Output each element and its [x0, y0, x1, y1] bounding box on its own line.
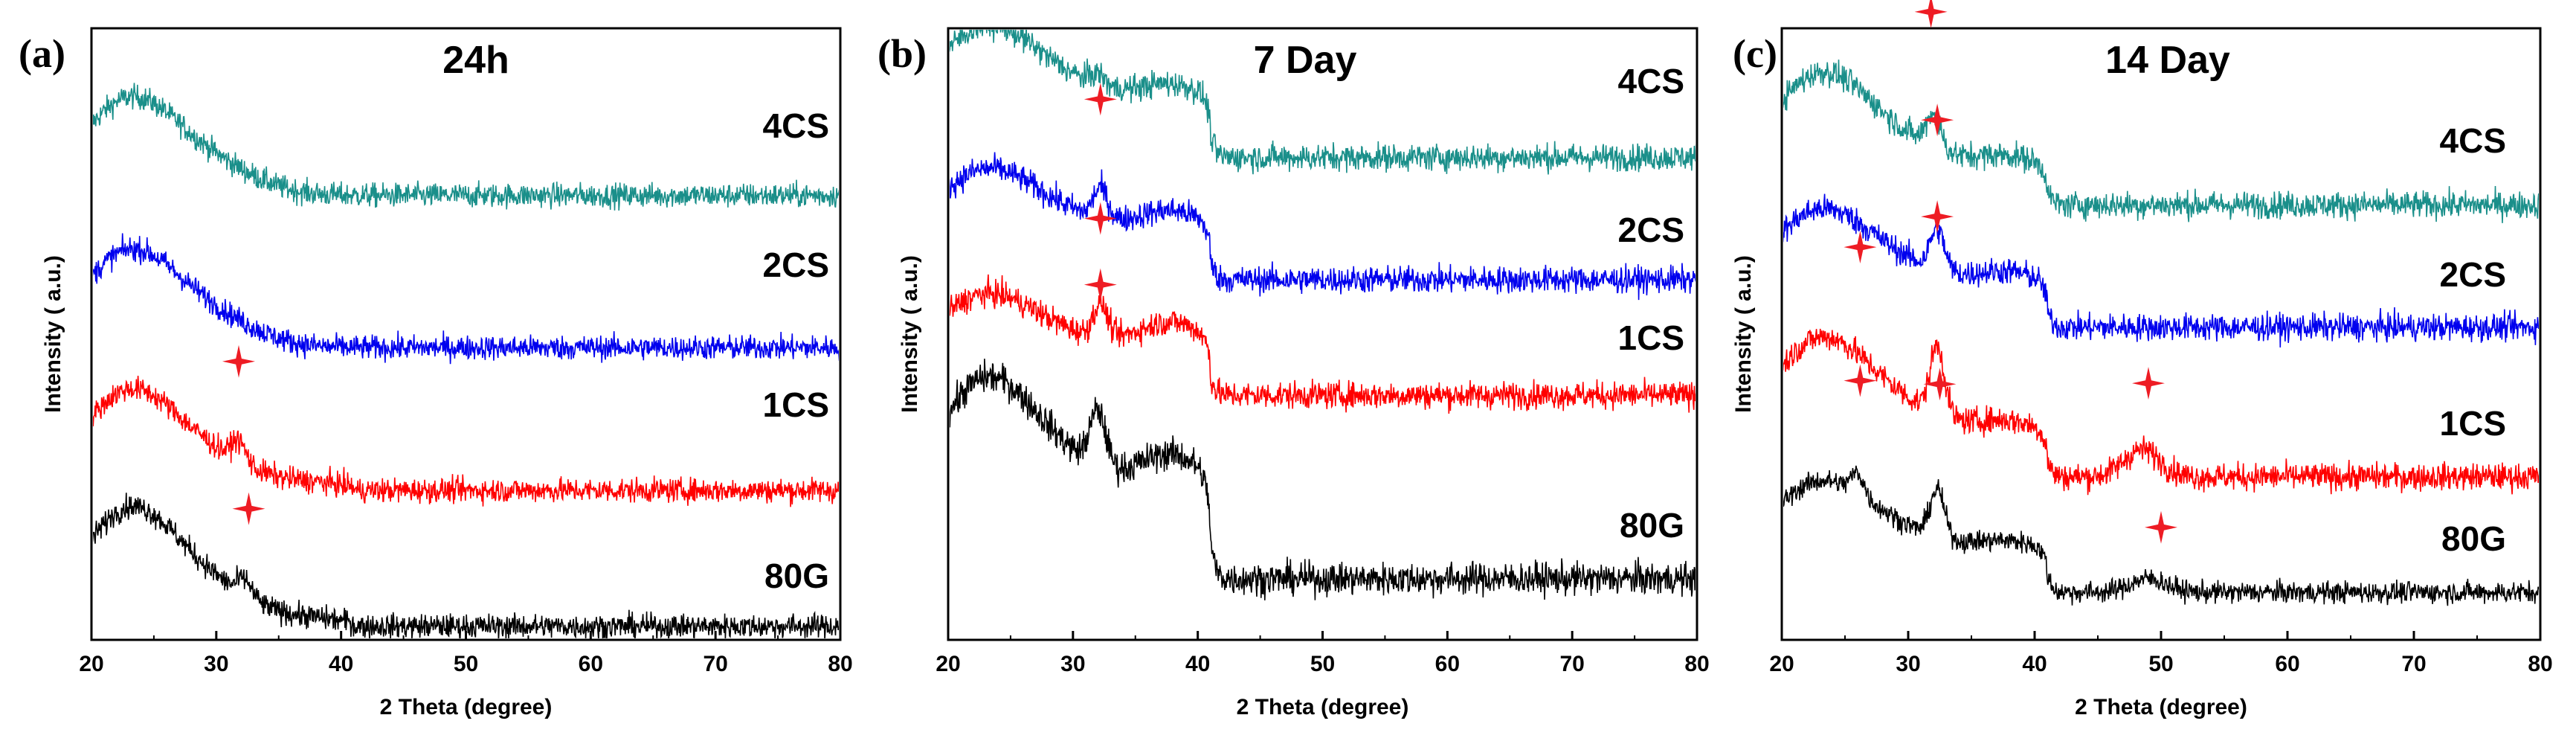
- panel-title: 7 Day: [1254, 39, 1357, 82]
- x-tick-label: 50: [2148, 652, 2173, 676]
- y-axis-title: Intensity ( a.u.): [898, 255, 922, 413]
- x-tick-label: 50: [1310, 652, 1335, 676]
- peak-marker-star: [1921, 103, 1954, 137]
- x-tick-label: 80: [2528, 652, 2552, 676]
- peak-marker-star: [1914, 0, 1948, 28]
- peak-marker-star: [232, 492, 265, 525]
- series-label: 4CS: [763, 106, 829, 145]
- series-line-4CS: [93, 83, 839, 211]
- peak-marker-star: [1844, 231, 1877, 264]
- series-label: 1CS: [1618, 318, 1684, 357]
- x-tick-label: 70: [703, 652, 727, 676]
- x-tick-label: 60: [1435, 652, 1460, 676]
- peak-marker-star: [1921, 200, 1954, 234]
- series-line-80G: [93, 493, 839, 638]
- peak-marker-star: [222, 344, 255, 378]
- x-tick-label: 60: [579, 652, 603, 676]
- x-tick-label: 70: [2401, 652, 2426, 676]
- x-tick-label: 20: [1769, 652, 1794, 676]
- series-line-4CS: [1783, 60, 2539, 223]
- peak-marker-star: [2132, 367, 2165, 400]
- series-label: 80G: [1620, 506, 1684, 545]
- x-tick-label: 40: [2022, 652, 2047, 676]
- x-tick-label: 30: [1060, 652, 1085, 676]
- y-axis-title: Intensity ( a.u.): [1731, 255, 1756, 413]
- x-tick-label: 30: [204, 652, 228, 676]
- series-label: 1CS: [763, 385, 829, 424]
- panel-0: 20 30 40 50 60 70 80 2 Theta (degree) Intensity …: [19, 27, 853, 719]
- x-axis-title: 2 Theta (degree): [1237, 695, 1409, 719]
- panel-title: 24h: [442, 39, 509, 82]
- series-label: 80G: [764, 557, 829, 595]
- x-tick-label: 60: [2275, 652, 2299, 676]
- x-tick-label: 80: [828, 652, 852, 676]
- panel-letter: (a): [19, 31, 65, 76]
- x-tick-label: 70: [1559, 652, 1584, 676]
- x-tick-label: 20: [79, 652, 103, 676]
- series-label: 2CS: [1618, 211, 1684, 249]
- x-tick-label: 40: [1185, 652, 1210, 676]
- panel-1: 20 30 40 50 60 70 80 2 Theta (degree) Intensity …: [878, 27, 1710, 719]
- panel-2: 20 30 40 50 60 70 80 2 Theta (degree) Intensity …: [1731, 0, 2553, 719]
- peak-marker-star: [1083, 202, 1117, 235]
- x-tick-label: 30: [1896, 652, 1920, 676]
- peak-marker-star: [1844, 364, 1877, 397]
- peak-marker-star: [1083, 83, 1117, 116]
- series-label: 1CS: [2440, 404, 2506, 443]
- x-axis-title: 2 Theta (degree): [2075, 695, 2247, 719]
- series-line-1CS: [950, 274, 1696, 414]
- series-label: 2CS: [763, 246, 829, 284]
- peak-marker-star: [1083, 268, 1117, 301]
- series-line-1CS: [93, 375, 839, 507]
- panel-letter: (b): [878, 31, 927, 76]
- series-label: 4CS: [1618, 62, 1684, 100]
- series-label: 80G: [2441, 519, 2506, 558]
- x-tick-label: 50: [454, 652, 478, 676]
- series-label: 4CS: [2440, 121, 2506, 160]
- series-line-4CS: [950, 30, 1696, 175]
- series-line-2CS: [1783, 193, 2539, 348]
- series-line-80G: [950, 359, 1696, 600]
- series-line-80G: [1783, 465, 2539, 606]
- x-tick-label: 80: [1684, 652, 1709, 676]
- peak-marker-star: [1923, 368, 1957, 401]
- series-label: 2CS: [2440, 255, 2506, 294]
- x-axis-title: 2 Theta (degree): [380, 695, 553, 719]
- peak-marker-star: [2145, 510, 2177, 544]
- series-line-2CS: [93, 233, 839, 365]
- x-tick-label: 20: [936, 652, 960, 676]
- y-axis-title: Intensity ( a.u.): [41, 255, 65, 413]
- panel-letter: (c): [1733, 31, 1777, 76]
- x-tick-label: 40: [329, 652, 353, 676]
- panel-title: 14 Day: [2105, 39, 2230, 82]
- series-line-1CS: [1783, 328, 2539, 496]
- series-line-2CS: [950, 152, 1696, 301]
